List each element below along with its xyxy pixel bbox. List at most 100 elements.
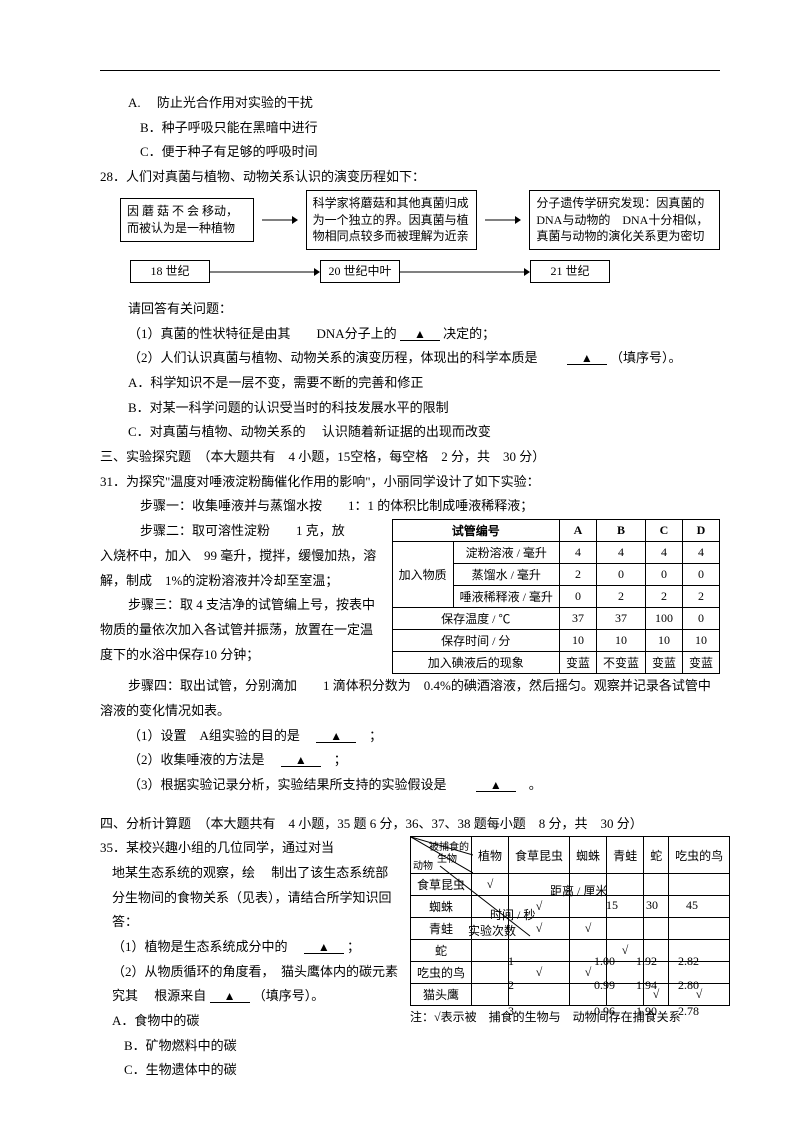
q27-option-c: C．便于种子有足够的呼吸时间 — [100, 140, 720, 165]
table-cell: √ — [509, 962, 570, 984]
table-cell: 淀粉溶液 / 毫升 — [453, 542, 559, 564]
table-cell: 10 — [682, 630, 719, 652]
table-cell: 蛇 — [644, 837, 669, 874]
q31-th-a: A — [559, 520, 596, 542]
q31-th-c: C — [645, 520, 682, 542]
q28-option-c: C．对真菌与植物、动物关系的 认识随着新证据的出现而改变 — [100, 420, 720, 445]
q31-step2a: 步骤二：取可溶性淀粉 1 克，放 — [100, 519, 382, 544]
q35-table: 被捕食的 生物 动物 植物 食草昆虫 蜘蛛 青蛙 蛇 吃虫的鸟 食草昆虫√ 蜘蛛… — [410, 836, 730, 1006]
q31-td-group: 加入物质 — [392, 542, 453, 608]
q31-step2b: 入烧杯中，加入 99 毫升，搅拌，缓慢加热，溶解，制成 1%的淀粉溶液并冷却至室… — [100, 544, 382, 593]
q31-th-h0: 试管编号 — [392, 520, 559, 542]
table-cell: √ — [669, 984, 730, 1006]
table-cell: 唾液稀释液 / 毫升 — [453, 586, 559, 608]
q31-p3-text: （3）根据实验记录分析，实验结果所支持的实验假设是 — [128, 777, 447, 792]
table-cell: 加入碘液后的现象 — [392, 652, 559, 674]
q27-option-b: B．种子呼吸只能在黑暗中进行 — [100, 116, 720, 141]
q35-caption: 注：√表示被 捕食的生物与 动物间存在捕食关系 — [410, 1008, 720, 1025]
blank: ▲ — [567, 352, 607, 365]
table-cell: 猫头鹰 — [411, 984, 472, 1006]
q31-th-b: B — [596, 520, 645, 542]
q35-p2b: （填序号）。 — [253, 988, 325, 1003]
q28-flow-row-1: 因 蘑 菇 不 会 移动，而被认为是一种植物 科学家将蘑菇和其他真菌归成为一个独… — [120, 190, 720, 250]
table-cell: 0 — [645, 564, 682, 586]
q28-century-2: 20 世纪中叶 — [320, 260, 400, 283]
q28-p2-b: （填序号）。 — [610, 350, 682, 365]
page-root: A. 防止光合作用对实验的干扰 B．种子呼吸只能在黑暗中进行 C．便于种子有足够… — [0, 0, 800, 1133]
q35-diag-cell: 被捕食的 生物 动物 — [411, 837, 472, 874]
table-cell: √ — [607, 940, 644, 962]
q28-box-2: 科学家将蘑菇和其他真菌归成为一个独立的界。因真菌与植物相同点较多而被理解为近亲 — [306, 190, 478, 250]
table-cell: 保存温度 / ℃ — [392, 608, 559, 630]
q28-flow-row-2: 18 世纪 20 世纪中叶 21 世纪 — [130, 260, 720, 283]
q28-part1: （1）真菌的性状特征是由其 DNA分子上的 ▲ 决定的； — [100, 322, 720, 347]
table-cell: 不变蓝 — [596, 652, 645, 674]
q35-part1: （1）植物是生态系统成分中的 ▲ ； — [100, 935, 400, 960]
q31-step1: 步骤一：收集唾液并与蒸馏水按 1：1 的体积比制成唾液稀释液； — [100, 494, 720, 519]
blank: ▲ — [400, 328, 440, 341]
q31-part3: （3）根据实验记录分析，实验结果所支持的实验假设是 ▲ 。 — [100, 773, 720, 798]
arrow-icon — [210, 266, 320, 278]
q35-body1: 地某生态系统的观察，绘 制出了该生态系统部分生物间的食物关系（见表），请结合所学… — [100, 861, 400, 935]
table-cell: 蛇 — [411, 940, 472, 962]
q28-ask: 请回答有关问题： — [100, 297, 720, 322]
table-cell: 食草昆虫 — [411, 874, 472, 896]
table-cell: 4 — [682, 542, 719, 564]
section-3-heading: 三、实验探究题 （本大题共有 4 小题，15空格，每空格 2 分，共 30 分） — [100, 445, 720, 470]
table-cell: 蒸馏水 / 毫升 — [453, 564, 559, 586]
table-cell: 37 — [596, 608, 645, 630]
q35-p1a: （1）植物是生态系统成分中的 — [112, 939, 288, 954]
table-cell: 0 — [682, 608, 719, 630]
q35-part2: （2）从物质循环的角度看， 猫头鹰体内的碳元素究其 根源来自 ▲ （填序号）。 — [100, 960, 400, 1009]
arrow-icon — [262, 214, 298, 226]
q28-p1-a: （1）真菌的性状特征是由其 DNA分子上的 — [128, 326, 397, 341]
q31-p2-text: （2）收集唾液的方法是 — [128, 752, 265, 767]
table-cell: 蜘蛛 — [570, 837, 607, 874]
table-cell: 蜘蛛 — [411, 896, 472, 918]
blank: ▲ — [210, 990, 250, 1003]
q35-diag2: 生物 — [437, 850, 457, 865]
q31-part1: （1）设置 A组实验的目的是 ▲ ； — [100, 724, 720, 749]
table-cell: √ — [644, 984, 669, 1006]
q28-option-b: B．对某一科学问题的认识受当时的科技发展水平的限制 — [100, 396, 720, 421]
table-cell: 青蛙 — [607, 837, 644, 874]
table-cell: 4 — [559, 542, 596, 564]
table-cell: 0 — [682, 564, 719, 586]
section-4-heading: 四、分析计算题 （本大题共有 4 小题，35 题 6 分，36、37、38 题每… — [100, 812, 720, 837]
q31-th-d: D — [682, 520, 719, 542]
table-cell: 0 — [596, 564, 645, 586]
table-cell: 变蓝 — [682, 652, 719, 674]
table-cell: 食草昆虫 — [509, 837, 570, 874]
q28-stem: 28．人们对真菌与植物、动物关系认识的演变历程如下： — [100, 165, 720, 190]
table-cell: 100 — [645, 608, 682, 630]
q31-body: 步骤二：取可溶性淀粉 1 克，放 入烧杯中，加入 99 毫升，搅拌，缓慢加热，溶… — [100, 519, 720, 674]
q28-century-3: 21 世纪 — [530, 260, 610, 283]
q28-part2: （2）人们认识真菌与植物、动物关系的演变历程，体现出的科学本质是 ▲ （填序号）… — [100, 346, 720, 371]
q28-p2-a: （2）人们认识真菌与植物、动物关系的演变历程，体现出的科学本质是 — [128, 350, 538, 365]
table-cell: 2 — [559, 564, 596, 586]
q35-stem: 35．某校兴趣小组的几位同学，通过对当 — [100, 836, 400, 861]
table-cell: 植物 — [472, 837, 509, 874]
q31-stem: 31．为探究"温度对唾液淀粉酶催化作用的影响"，小丽同学设计了如下实验： — [100, 470, 720, 495]
top-rule — [100, 70, 720, 71]
blank: ▲ — [281, 754, 321, 767]
q27-option-a: A. 防止光合作用对实验的干扰 — [100, 91, 720, 116]
arrow-icon — [485, 214, 521, 226]
table-cell: 变蓝 — [645, 652, 682, 674]
table-cell: √ — [509, 918, 570, 940]
table-cell: 2 — [645, 586, 682, 608]
table-cell: √ — [509, 896, 570, 918]
q28-box-1: 因 蘑 菇 不 会 移动，而被认为是一种植物 — [120, 198, 254, 242]
table-cell: 0 — [559, 586, 596, 608]
table-cell: 4 — [645, 542, 682, 564]
q31-part2: （2）收集唾液的方法是 ▲ ； — [100, 748, 720, 773]
q28-box-3: 分子遗传学研究发现：因真菌的DNA与动物的 DNA十分相似，真菌与动物的演化关系… — [529, 190, 720, 250]
blank: ▲ — [304, 941, 344, 954]
table-cell: 4 — [596, 542, 645, 564]
table-cell: √ — [570, 962, 607, 984]
q31-p1-text: （1）设置 A组实验的目的是 — [128, 728, 300, 743]
arrow-icon — [400, 266, 530, 278]
q31-table: 试管编号 A B C D 加入物质 淀粉溶液 / 毫升 4 4 4 4 蒸馏水 … — [392, 519, 720, 674]
table-cell: 2 — [596, 586, 645, 608]
table-cell: 青蛙 — [411, 918, 472, 940]
